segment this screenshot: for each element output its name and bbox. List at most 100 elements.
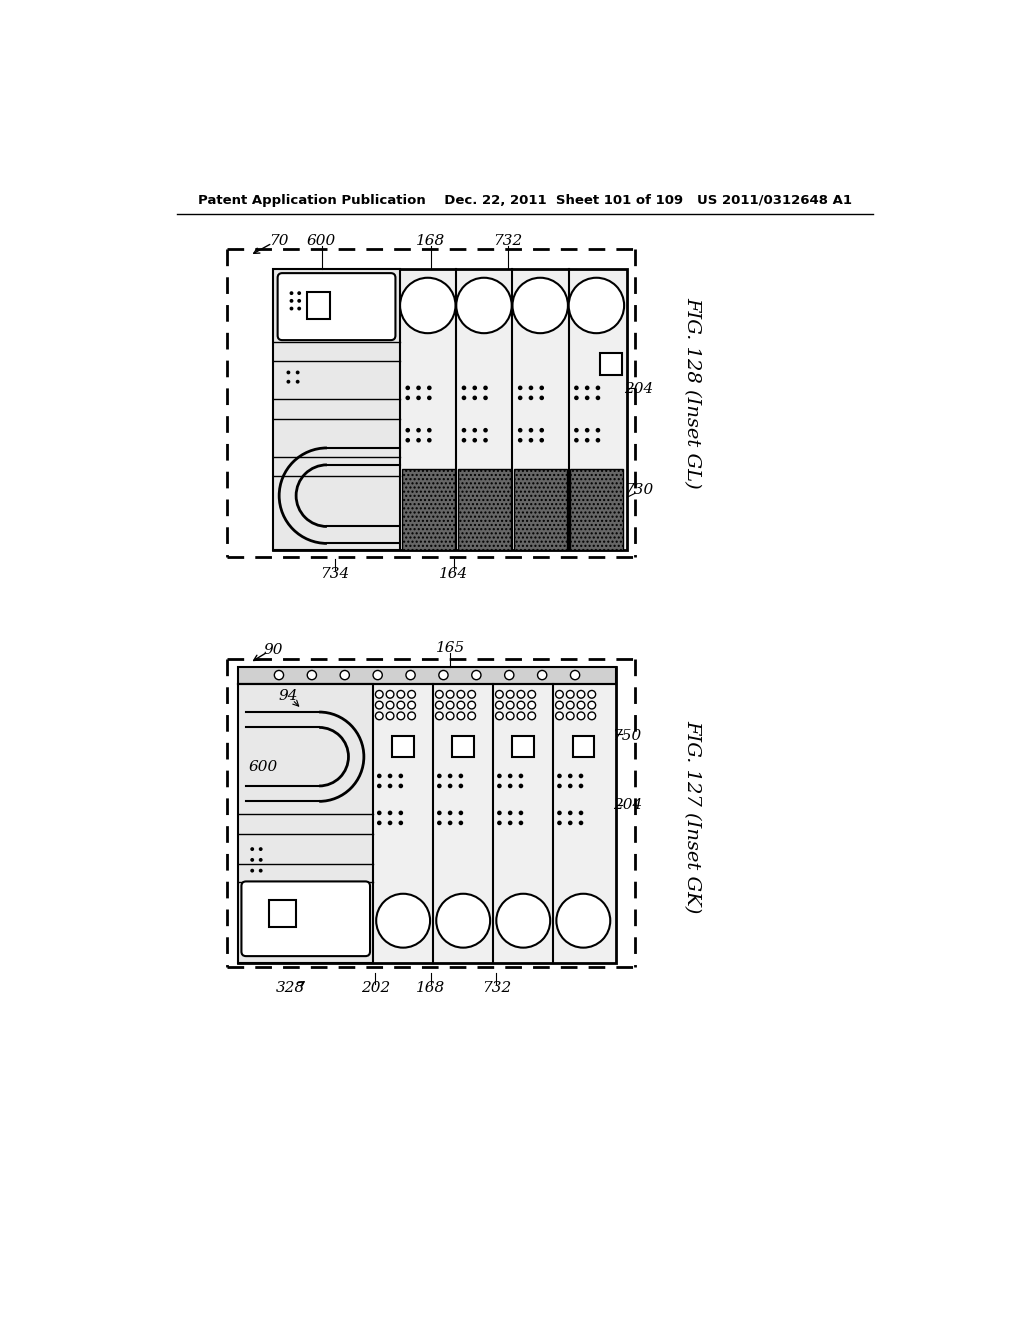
Circle shape <box>579 774 584 779</box>
Circle shape <box>462 396 466 400</box>
Circle shape <box>297 292 301 296</box>
Circle shape <box>508 774 512 779</box>
Circle shape <box>472 385 477 391</box>
Circle shape <box>398 821 403 825</box>
Circle shape <box>472 428 477 433</box>
Circle shape <box>398 810 403 816</box>
Text: 734: 734 <box>319 568 349 581</box>
Circle shape <box>540 385 544 391</box>
FancyBboxPatch shape <box>278 273 395 341</box>
Circle shape <box>518 428 522 433</box>
Circle shape <box>528 701 536 709</box>
Circle shape <box>588 711 596 719</box>
Circle shape <box>557 774 562 779</box>
Circle shape <box>406 396 410 400</box>
Circle shape <box>386 701 394 709</box>
Circle shape <box>518 810 523 816</box>
Circle shape <box>376 701 383 709</box>
Circle shape <box>468 701 475 709</box>
Bar <box>600 354 622 375</box>
Circle shape <box>388 784 392 788</box>
Circle shape <box>588 701 596 709</box>
Circle shape <box>556 894 610 948</box>
Circle shape <box>585 385 590 391</box>
Circle shape <box>483 385 487 391</box>
Circle shape <box>497 784 502 788</box>
Circle shape <box>406 438 410 442</box>
Circle shape <box>447 774 453 779</box>
Bar <box>453 737 474 758</box>
Circle shape <box>250 920 254 924</box>
Circle shape <box>483 428 487 433</box>
Text: 70: 70 <box>268 234 288 248</box>
Circle shape <box>596 438 600 442</box>
Circle shape <box>437 821 441 825</box>
Bar <box>401 469 455 549</box>
Bar <box>512 737 535 758</box>
Circle shape <box>388 810 392 816</box>
Circle shape <box>506 711 514 719</box>
Circle shape <box>427 438 432 442</box>
Circle shape <box>290 292 294 296</box>
Circle shape <box>457 690 465 698</box>
Circle shape <box>585 438 590 442</box>
Circle shape <box>437 810 441 816</box>
Circle shape <box>568 784 572 788</box>
Circle shape <box>457 277 512 333</box>
Circle shape <box>373 671 382 680</box>
Circle shape <box>483 438 487 442</box>
Circle shape <box>408 701 416 709</box>
Text: 168: 168 <box>416 234 445 248</box>
Circle shape <box>377 774 382 779</box>
Circle shape <box>446 690 454 698</box>
Circle shape <box>574 428 579 433</box>
Circle shape <box>459 810 463 816</box>
Circle shape <box>518 784 523 788</box>
Circle shape <box>398 784 403 788</box>
Circle shape <box>508 810 512 816</box>
Circle shape <box>566 711 574 719</box>
Circle shape <box>483 396 487 400</box>
Circle shape <box>579 784 584 788</box>
Circle shape <box>468 711 475 719</box>
Circle shape <box>435 690 443 698</box>
Circle shape <box>518 774 523 779</box>
Circle shape <box>435 711 443 719</box>
Circle shape <box>259 847 262 851</box>
FancyBboxPatch shape <box>242 882 370 956</box>
Circle shape <box>528 438 534 442</box>
Circle shape <box>540 438 544 442</box>
Circle shape <box>496 701 503 709</box>
Circle shape <box>497 810 502 816</box>
Circle shape <box>459 821 463 825</box>
Circle shape <box>570 671 580 680</box>
Circle shape <box>377 821 382 825</box>
Circle shape <box>506 690 514 698</box>
Bar <box>273 268 628 549</box>
Circle shape <box>408 690 416 698</box>
Circle shape <box>297 298 301 302</box>
Circle shape <box>557 821 562 825</box>
Circle shape <box>579 810 584 816</box>
Circle shape <box>596 428 600 433</box>
Text: 732: 732 <box>481 981 511 995</box>
Circle shape <box>400 277 456 333</box>
Circle shape <box>497 774 502 779</box>
Circle shape <box>250 847 254 851</box>
Circle shape <box>578 711 585 719</box>
Text: 204: 204 <box>625 383 653 396</box>
Circle shape <box>459 784 463 788</box>
Bar <box>570 469 624 549</box>
Text: 90: 90 <box>263 643 283 656</box>
Circle shape <box>518 821 523 825</box>
Circle shape <box>585 428 590 433</box>
Circle shape <box>459 774 463 779</box>
Circle shape <box>596 385 600 391</box>
Circle shape <box>427 396 432 400</box>
Circle shape <box>508 821 512 825</box>
Circle shape <box>259 858 262 862</box>
Circle shape <box>397 701 404 709</box>
Bar <box>458 469 511 549</box>
Circle shape <box>512 277 568 333</box>
Circle shape <box>307 671 316 680</box>
